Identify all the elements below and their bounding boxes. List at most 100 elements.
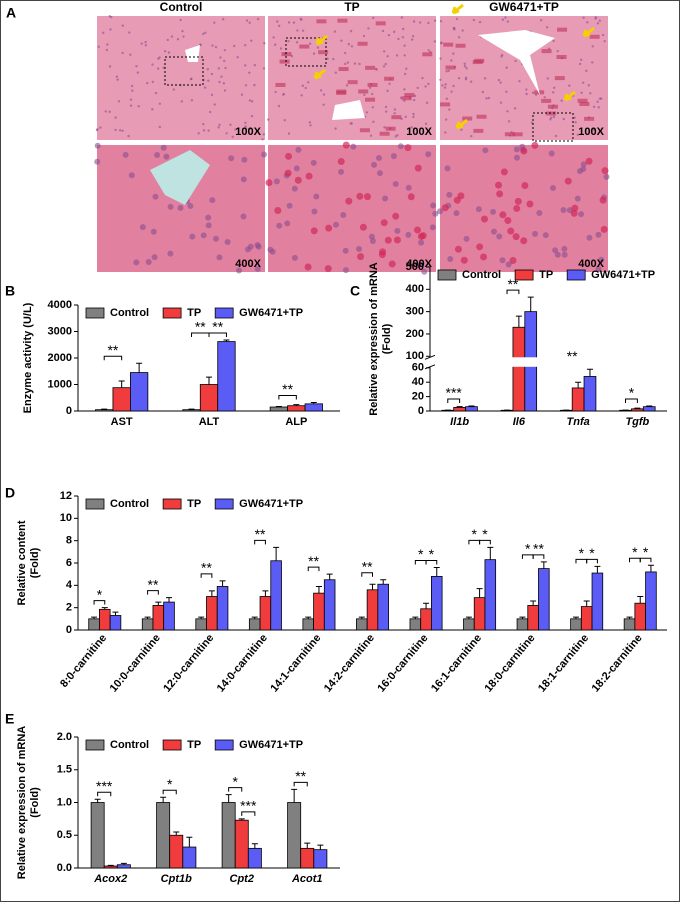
panel-label: E <box>5 711 14 727</box>
nucleus <box>595 231 602 238</box>
error-bar <box>626 616 633 619</box>
nucleus <box>497 78 501 82</box>
error-bar <box>530 600 537 606</box>
nucleus <box>392 30 396 34</box>
nucleus <box>309 124 312 127</box>
nucleus <box>304 86 307 90</box>
error-bar <box>101 408 108 410</box>
nucleus <box>243 43 247 47</box>
panel-label: D <box>5 485 15 501</box>
error-bar <box>219 580 226 587</box>
red-cells <box>375 21 386 26</box>
nucleus <box>287 39 290 43</box>
magnification: 400X <box>578 258 604 270</box>
error-bar <box>476 588 483 598</box>
nucleus <box>455 17 459 21</box>
nucleus <box>452 84 455 88</box>
legend-label: TP <box>539 269 553 281</box>
red-cells <box>504 132 515 137</box>
nucleus <box>299 17 303 21</box>
red-cells <box>419 232 427 240</box>
red-cells <box>388 260 396 268</box>
error-bar <box>515 315 522 328</box>
red-cells <box>585 157 593 165</box>
nucleus <box>172 88 175 91</box>
bar <box>95 409 114 412</box>
bar <box>248 618 261 631</box>
bar <box>409 618 422 631</box>
y-tick-label: 100 <box>406 350 424 362</box>
significance-stars: * <box>167 776 173 792</box>
nucleus <box>403 88 406 91</box>
bar <box>287 405 306 412</box>
red-cells <box>407 193 415 201</box>
nucleus <box>470 134 473 138</box>
nucleus <box>532 230 539 237</box>
nucleus <box>218 123 221 127</box>
error-bar <box>380 579 387 585</box>
nucleus <box>427 21 430 25</box>
nucleus <box>578 62 582 66</box>
nucleus <box>167 203 174 210</box>
nucleus <box>244 127 247 130</box>
arrow <box>455 118 468 130</box>
bar <box>112 387 131 412</box>
red-cells <box>507 227 515 235</box>
nucleus <box>311 208 318 215</box>
red-cells <box>557 27 568 32</box>
error-bar <box>519 616 526 619</box>
nucleus <box>291 254 298 261</box>
nucleus <box>452 26 456 30</box>
nucleus <box>167 250 174 257</box>
nucleus <box>472 18 476 22</box>
significance-bracket <box>447 398 461 403</box>
legend-label: TP <box>187 739 201 751</box>
nucleus <box>445 97 449 101</box>
nucleus <box>181 29 184 33</box>
nucleus <box>350 45 354 48</box>
error-bar <box>583 600 590 607</box>
legend-swatch <box>162 739 182 751</box>
significance-stars: * <box>579 545 585 561</box>
significance-stars: * <box>629 385 635 401</box>
arrow <box>563 90 576 102</box>
nucleus <box>151 63 154 66</box>
nucleus <box>244 125 247 128</box>
nucleus <box>144 44 148 47</box>
nucleus <box>554 251 561 258</box>
legend-label: Control <box>462 269 501 281</box>
nucleus <box>345 84 349 87</box>
significance-stars: * <box>418 546 424 562</box>
nucleus <box>228 155 235 162</box>
bar <box>156 802 171 869</box>
bar <box>269 406 288 412</box>
nucleus <box>513 107 517 110</box>
nucleus <box>371 161 378 168</box>
nucleus <box>210 72 214 76</box>
legend-label: TP <box>187 498 201 510</box>
nucleus <box>218 80 221 84</box>
error-bar <box>291 788 298 803</box>
nucleus <box>250 39 253 42</box>
error-bar <box>166 597 173 603</box>
nucleus <box>507 120 511 123</box>
histology-image <box>97 16 265 140</box>
nucleus <box>221 18 225 21</box>
nucleus <box>433 19 437 22</box>
nucleus <box>412 98 416 102</box>
nucleus <box>587 84 591 87</box>
nucleus <box>465 67 468 70</box>
nucleus <box>197 132 200 135</box>
nucleus <box>531 91 535 95</box>
nucleus <box>445 118 448 121</box>
bar <box>465 406 478 412</box>
nucleus <box>182 35 185 38</box>
nucleus <box>603 39 606 43</box>
bar <box>302 618 314 631</box>
y-tick-label: 1.0 <box>57 796 72 808</box>
nucleus <box>128 172 135 179</box>
nucleus <box>596 100 599 103</box>
red-cells <box>454 245 462 253</box>
nucleus <box>424 122 428 126</box>
